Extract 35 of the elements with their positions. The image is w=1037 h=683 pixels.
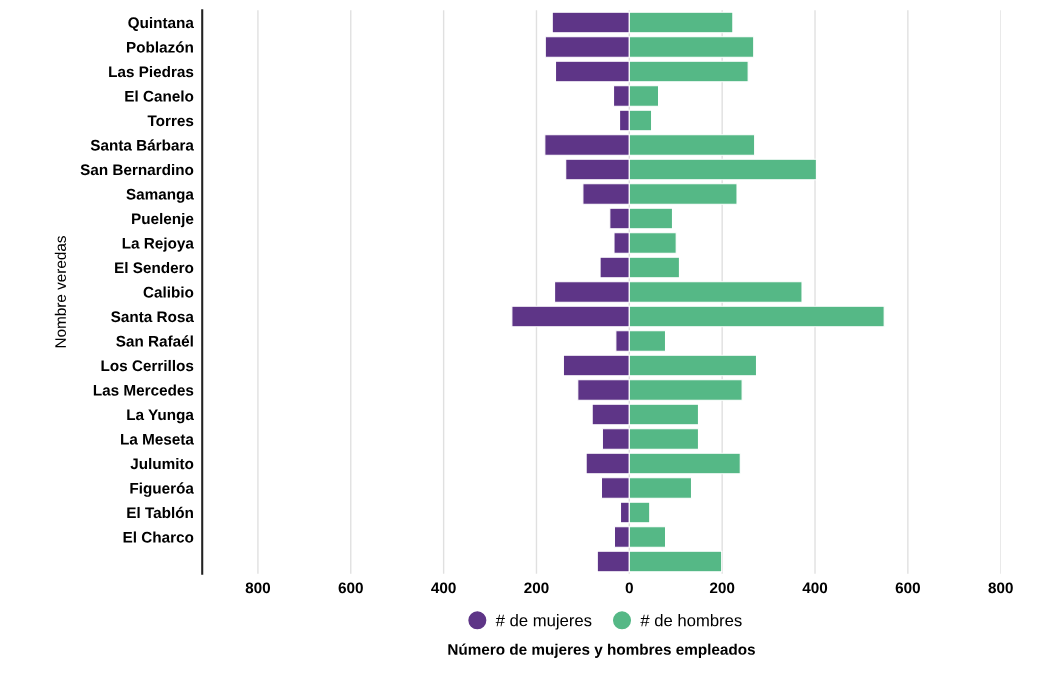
y-tick-label: Calibio <box>143 286 194 298</box>
y-tick-label: Las Piedras <box>109 65 194 78</box>
y-tick-label: Santa Rosa <box>111 311 194 323</box>
y-tick-label: Julumito <box>130 457 194 470</box>
legend-label: # de hombres <box>640 614 742 627</box>
y-tick-label: Las Mercedes <box>93 384 194 396</box>
x-tick-label: 600 <box>338 582 363 594</box>
x-tick-label: 200 <box>709 582 735 594</box>
y-tick-label: La Yunga <box>127 409 194 424</box>
y-tick-label: El Tablón <box>127 506 193 519</box>
y-axis-title: Nombre veredas <box>54 236 66 348</box>
y-tick-label: La Rejoya <box>122 237 194 252</box>
y-tick-label: Los Cerrillos <box>101 359 194 372</box>
x-tick-label: 200 <box>524 582 549 594</box>
y-tick-label: El Sendero <box>115 261 194 274</box>
x-tick-label: 800 <box>988 582 1013 594</box>
y-tick-label: Quintana <box>128 16 194 32</box>
y-tick-label: Figueróa <box>130 482 194 497</box>
y-tick-label: San Rafaél <box>116 335 193 347</box>
x-tick-label: 400 <box>431 582 456 594</box>
y-tick-label: Samanga <box>126 188 194 203</box>
y-tick-label: El Canelo <box>125 90 194 102</box>
y-tick-label: Poblazón <box>127 41 193 53</box>
x-tick-label: 0 <box>625 582 633 594</box>
x-tick-label: 600 <box>895 582 920 594</box>
y-tick-label: Santa Bárbara <box>90 139 194 151</box>
y-tick-label: Puelenje <box>132 212 194 228</box>
y-tick-label: El Charco <box>123 531 194 543</box>
x-axis-title: Número de mujeres y hombres empleados <box>448 643 755 658</box>
y-tick-label: La Meseta <box>121 434 194 445</box>
y-tick-label: San Bernardino <box>80 163 194 176</box>
x-tick-label: 400 <box>802 582 828 594</box>
legend-label: # de mujeres <box>495 614 592 630</box>
y-tick-label: Torres <box>147 115 194 127</box>
x-tick-label: 800 <box>245 582 271 594</box>
